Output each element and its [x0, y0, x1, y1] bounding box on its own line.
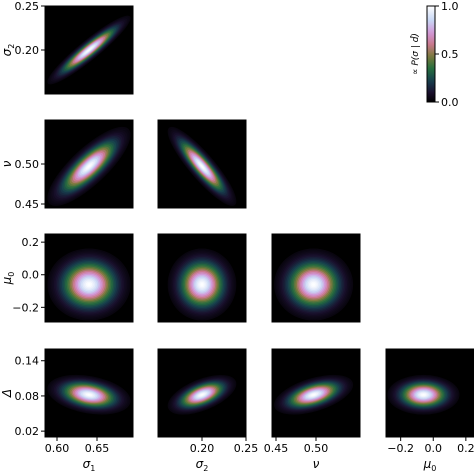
y-tick-label: −0.2 — [12, 301, 39, 314]
axis-label-μ0: μ0 — [0, 272, 16, 286]
axis-label-σ2: σ2 — [0, 44, 16, 57]
panel-frame — [271, 233, 361, 323]
x-tick-label: 0.25 — [234, 442, 259, 455]
panel-ν-Δ: 0.45 0.50 ν — [264, 348, 361, 471]
density-level — [200, 393, 204, 396]
density-contours — [47, 248, 131, 321]
y-tick-label: 0.0 — [22, 269, 40, 282]
colorbar-tick-label: 1.0 — [441, 0, 459, 13]
axis-label-ν: ν — [313, 457, 320, 471]
x-tick-label: −0.2 — [387, 442, 414, 455]
panel-σ1-σ2: 0.20 0.25 σ2 — [0, 0, 134, 95]
y-tick-label: 0.25 — [15, 0, 40, 13]
density-contours — [47, 15, 131, 85]
panel-ν-μ0 — [271, 233, 361, 323]
panel-σ1-ν: 0.45 0.50ν — [0, 119, 134, 211]
x-tick-label: 0.20 — [190, 442, 215, 455]
density-level — [422, 394, 425, 396]
axis-label-σ2: σ2 — [196, 457, 209, 473]
panel-σ2-ν — [157, 119, 247, 209]
axis-label-σ1: σ1 — [83, 457, 96, 473]
x-tick-label: 0.60 — [45, 442, 70, 455]
density-contours — [167, 374, 237, 415]
colorbar-gradient — [426, 5, 436, 103]
density-level — [312, 393, 316, 396]
colorbar: 0.0 0.5 1.0 ∝ P(σ | d̂) — [409, 0, 458, 109]
x-tick-label: 0.50 — [304, 442, 329, 455]
axis-label-ν: ν — [0, 160, 14, 167]
panel-σ2-μ0 — [157, 233, 247, 323]
density-contours — [387, 374, 460, 415]
y-tick-label: 0.20 — [15, 44, 40, 57]
y-tick-label: 0.08 — [15, 390, 40, 403]
density-level — [87, 48, 91, 52]
density-level — [312, 283, 316, 286]
density-contours — [274, 248, 354, 321]
x-tick-label: 0.0 — [425, 442, 443, 455]
x-tick-label: 0.45 — [264, 442, 289, 455]
density-level — [87, 283, 91, 286]
density-contours — [167, 248, 237, 321]
density-contours — [274, 374, 354, 415]
colorbar-tick-label: 0.0 — [441, 96, 459, 109]
panel-σ1-μ0: −0.2 0.0 0.2 μ0 — [0, 233, 134, 323]
panel-μ0-Δ: −0.2 0.0 0.2 μ0 — [385, 348, 474, 473]
panel-frame — [157, 233, 247, 323]
y-tick-label: 0.2 — [22, 236, 40, 249]
y-tick-label: 0.02 — [15, 425, 40, 438]
panel-frame — [385, 348, 474, 438]
colorbar-label: ∝ P(σ | d̂) — [409, 33, 421, 75]
panel-σ2-Δ: 0.20 0.25 σ2 — [157, 348, 259, 473]
density-contours — [47, 374, 131, 415]
colorbar-tick-label: 0.5 — [441, 48, 459, 61]
y-tick-label: 0.50 — [15, 158, 40, 171]
y-tick-label: 0.14 — [15, 355, 40, 368]
panel-frame — [157, 119, 247, 209]
x-tick-label: 0.65 — [85, 442, 110, 455]
panel-frame — [44, 233, 134, 323]
axis-label-μ0: μ0 — [423, 457, 437, 473]
density-level — [87, 393, 91, 396]
y-tick-label: 0.45 — [15, 198, 40, 211]
density-level — [87, 164, 91, 168]
x-tick-label: 0.2 — [457, 442, 474, 455]
density-contours — [167, 126, 237, 206]
density-contours — [47, 126, 131, 206]
density-level — [200, 283, 204, 286]
panel-frame — [44, 348, 134, 438]
axis-label-Δ: Δ — [0, 389, 14, 398]
density-level — [200, 164, 204, 168]
panel-σ1-Δ: 0.60 0.65 σ1 0.02 0.08 0.14 Δ — [0, 348, 134, 473]
